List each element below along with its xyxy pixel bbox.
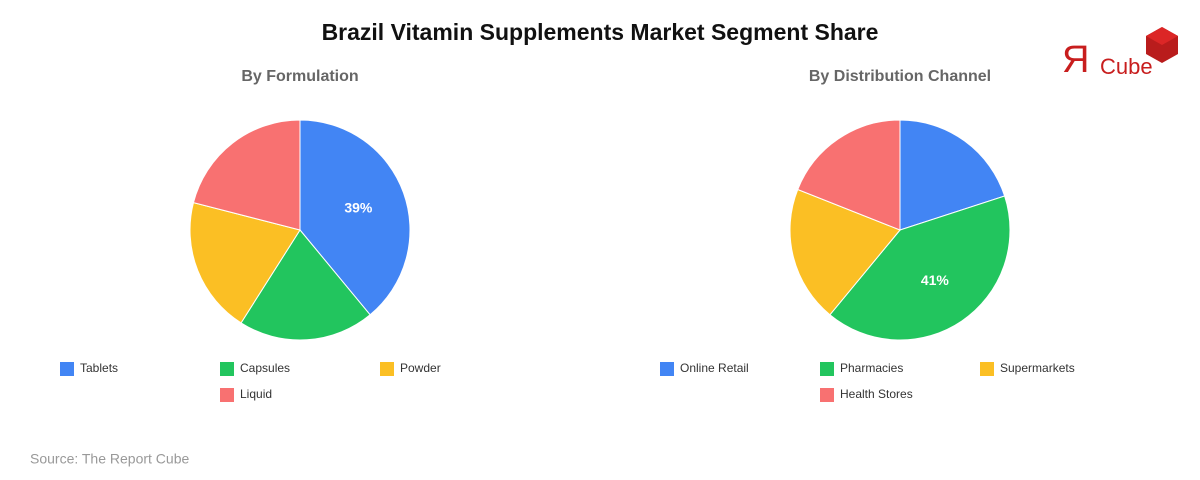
data-label: 41% — [921, 272, 950, 288]
legend-label: Capsules — [240, 361, 290, 375]
legend-swatch — [820, 362, 834, 376]
legend-swatch — [660, 362, 674, 376]
legend-swatch — [380, 362, 394, 376]
legend-label: Pharmacies — [840, 361, 903, 375]
page-title: Brazil Vitamin Supplements Market Segmen… — [322, 19, 879, 45]
pie-slice — [899, 119, 1006, 231]
pie-slice — [789, 188, 901, 316]
logo-cube-top — [1146, 27, 1178, 45]
pie-slice — [797, 119, 901, 231]
legend-swatch — [980, 362, 994, 376]
data-label: 39% — [344, 200, 373, 216]
pie-slice — [189, 202, 301, 324]
chart-title: By Distribution Channel — [809, 68, 991, 85]
legend-label: Liquid — [240, 387, 272, 401]
legend-label: Online Retail — [680, 361, 749, 375]
chart-title: By Formulation — [241, 68, 358, 85]
logo-text: Cube — [1100, 54, 1153, 79]
legend-label: Powder — [400, 361, 441, 375]
pie-slice — [240, 229, 371, 341]
pie-slice — [299, 119, 411, 316]
pie-slice — [192, 119, 301, 231]
legend-label: Tablets — [80, 361, 118, 375]
source: Source: The Report Cube — [30, 451, 189, 467]
legend-swatch — [820, 388, 834, 402]
logo-mark: Я — [1062, 39, 1089, 81]
legend-swatch — [220, 388, 234, 402]
pie-slice — [829, 195, 1011, 341]
legend-label: Health Stores — [840, 387, 913, 401]
legend-swatch — [220, 362, 234, 376]
legend-label: Supermarkets — [1000, 361, 1075, 375]
logo: Я Cube — [1062, 27, 1178, 81]
legend-swatch — [60, 362, 74, 376]
